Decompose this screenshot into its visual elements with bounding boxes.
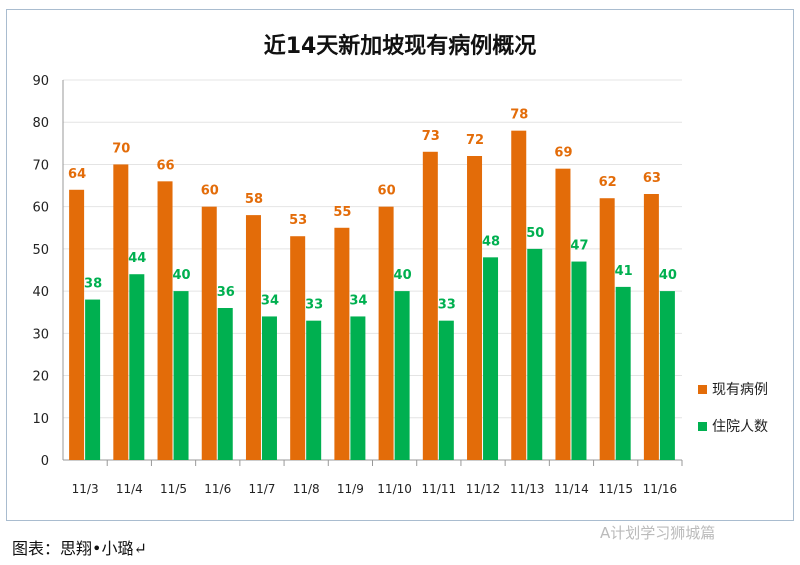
y-tick-label: 10 (32, 412, 49, 427)
x-tick-label: 11/13 (510, 482, 545, 496)
data-label: 55 (333, 205, 351, 220)
data-label: 66 (156, 158, 174, 173)
bar-hospitalized (261, 316, 277, 460)
bar-hospitalized (527, 248, 543, 460)
bar-cases (599, 198, 615, 460)
y-tick-label: 80 (32, 116, 49, 131)
bar-cases (555, 168, 571, 460)
data-label: 40 (394, 268, 412, 283)
bar-hospitalized (350, 316, 366, 460)
x-tick-label: 11/5 (160, 482, 187, 496)
bar-hospitalized (173, 291, 189, 460)
bar-cases (245, 215, 261, 460)
data-label: 33 (438, 298, 456, 313)
caption: 图表：思翔•小璐↵ (12, 539, 147, 558)
data-label: 34 (349, 293, 367, 308)
data-label: 41 (615, 264, 633, 279)
y-tick-label: 20 (32, 370, 49, 385)
bar-hospitalized (306, 320, 322, 460)
x-tick-label: 11/12 (466, 482, 501, 496)
x-tick-label: 11/14 (554, 482, 589, 496)
x-tick-label: 11/7 (248, 482, 275, 496)
data-label: 78 (510, 108, 528, 123)
y-tick-label: 60 (32, 201, 49, 216)
data-label: 36 (217, 285, 235, 300)
x-tick-label: 11/9 (337, 482, 364, 496)
data-label: 44 (128, 251, 146, 266)
bar-cases (201, 206, 217, 460)
legend-item-cases: 现有病例 (698, 379, 768, 399)
x-tick-label: 11/15 (598, 482, 633, 496)
bar-hospitalized (483, 257, 499, 460)
bar-cases (378, 206, 394, 460)
bar-cases (334, 227, 350, 460)
data-label: 47 (570, 239, 588, 254)
bar-cases (113, 164, 129, 460)
bar-hospitalized (438, 320, 454, 460)
x-tick-label: 11/3 (72, 482, 99, 496)
data-label: 70 (112, 141, 130, 156)
x-tick-label: 11/8 (293, 482, 320, 496)
x-tick-label: 11/10 (377, 482, 412, 496)
y-tick-label: 90 (32, 74, 49, 89)
y-tick-label: 0 (41, 454, 49, 469)
watermark: A计划学习狮城篇 (600, 524, 716, 542)
data-label: 62 (599, 175, 617, 190)
data-label: 72 (466, 133, 484, 148)
legend-item-hospitalized: 住院人数 (698, 416, 768, 436)
bar-hospitalized (659, 291, 675, 460)
data-label: 64 (68, 167, 86, 182)
y-tick-label: 70 (32, 158, 49, 173)
data-label: 60 (201, 184, 219, 199)
bar-cases (157, 181, 173, 461)
y-tick-label: 30 (32, 327, 49, 342)
data-label: 50 (526, 226, 544, 241)
x-tick-label: 11/6 (204, 482, 231, 496)
y-tick-label: 50 (32, 243, 49, 258)
data-label: 63 (643, 171, 661, 186)
legend-swatch (698, 421, 707, 431)
legend-swatch (698, 384, 707, 394)
data-label: 48 (482, 234, 500, 249)
data-label: 38 (84, 277, 102, 292)
data-label: 58 (245, 192, 263, 207)
legend-label: 现有病例 (712, 382, 768, 398)
x-tick-label: 11/4 (116, 482, 143, 496)
bar-hospitalized (129, 274, 145, 460)
data-label: 33 (305, 298, 323, 313)
bar-cases (511, 130, 527, 460)
bar-hospitalized (394, 291, 410, 460)
data-label: 53 (289, 213, 307, 228)
bar-chart: 0 10 20 30 40 50 60 70 80 90 11/3 64 38 11/4 70 44 11/5 6… (32, 74, 683, 496)
bar-hospitalized (85, 299, 101, 460)
x-tick-label: 11/16 (643, 482, 678, 496)
chart-title: 近14天新加坡现有病例概况 (263, 34, 537, 59)
bar-hospitalized (571, 261, 587, 460)
x-tick-label: 11/11 (422, 482, 457, 496)
data-label: 60 (378, 184, 396, 199)
bar-cases (290, 236, 306, 460)
data-label: 40 (172, 268, 190, 283)
bar-cases (422, 151, 438, 460)
data-label: 69 (554, 146, 572, 161)
bar-cases (69, 189, 85, 460)
data-label: 73 (422, 129, 440, 144)
data-label: 40 (659, 268, 677, 283)
legend-label: 住院人数 (712, 419, 768, 435)
bar-cases (467, 156, 483, 460)
bar-hospitalized (615, 286, 631, 460)
bar-hospitalized (217, 308, 233, 460)
data-label: 34 (261, 293, 279, 308)
bar-cases (643, 194, 659, 460)
y-tick-label: 40 (32, 285, 49, 300)
